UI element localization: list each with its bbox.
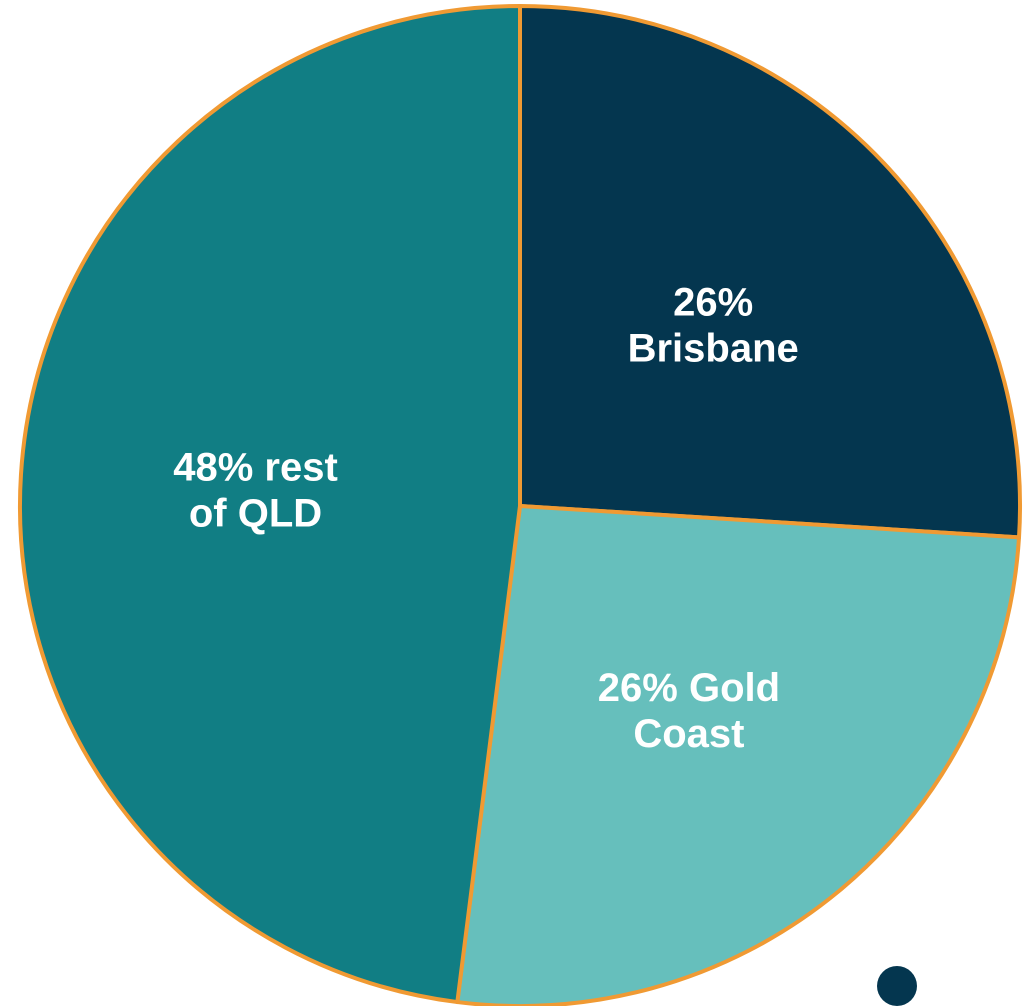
slice-label-line: 26% Gold — [598, 666, 780, 710]
pie-slice-rest-of-qld — [17, 4, 522, 1005]
pie-slice-gold-coast — [455, 504, 1022, 1006]
slice-label-line: 48% rest — [173, 445, 338, 489]
slice-label-line: 26% — [673, 281, 753, 325]
pie-slice-brisbane — [518, 4, 1022, 540]
slice-label-line: Brisbane — [628, 327, 799, 371]
slice-label-rest-of-qld: 48% rest of QLD — [173, 445, 338, 535]
pie-slices — [17, 4, 1022, 1006]
slice-label-line: of QLD — [189, 491, 322, 535]
slice-label-gold-coast: 26% Gold Coast — [598, 666, 780, 756]
slice-label-brisbane: 26% Brisbane — [628, 281, 799, 371]
decorative-dot — [877, 966, 917, 1006]
pie-labels: 26% Brisbane 26% Gold Coast 48% rest of QLD — [173, 281, 799, 757]
slice-label-line: Coast — [633, 712, 744, 756]
